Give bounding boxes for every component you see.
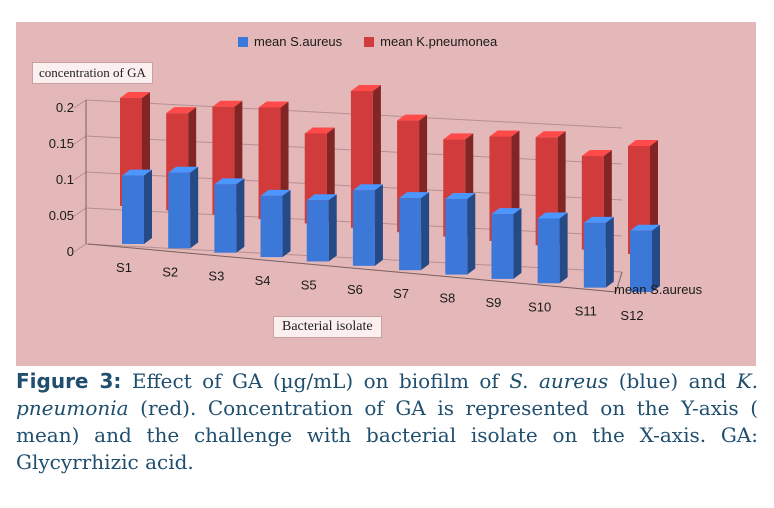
caption-text-1: Effect of GA (µg/mL) on biofilm of (121, 369, 510, 393)
bar-saureus-S9 (491, 208, 522, 215)
bar-saureus-S10 (537, 218, 560, 284)
depth-axis-label: mean S.aureus (614, 282, 703, 297)
bar-saureus-S10 (537, 212, 568, 219)
caption-species-saureus: S. aureus (509, 369, 609, 393)
bar-saureus-S5 (306, 194, 337, 201)
bar-saureus-S1 (122, 175, 144, 244)
x-tick-label: S5 (301, 277, 317, 292)
chart-panel: 0 0.05 0.1 0.15 0.2 S1 S2 S3 S4 S5 S6 S7 S8 S9 S10 S11 S… (16, 22, 756, 366)
bar-saureus-S12 (652, 224, 660, 292)
bar-kpneumonea-S6 (350, 85, 381, 92)
x-tick-label: S7 (393, 286, 409, 301)
x-tick-label: S6 (347, 282, 363, 297)
bar-saureus-S1 (144, 169, 152, 244)
bar-saureus-S9 (491, 214, 514, 279)
x-tick-label: S12 (620, 308, 643, 323)
bar-saureus-S6 (374, 184, 383, 266)
x-tick-label: S10 (528, 299, 551, 314)
figure-caption: Figure 3: Effect of GA (µg/mL) on biofil… (16, 368, 758, 476)
bar-saureus-S12 (630, 224, 660, 231)
legend-label-saureus: mean S.aureus (254, 34, 343, 49)
bar-saureus-S2 (168, 166, 199, 173)
bar-kpneumonea-S3 (212, 100, 243, 107)
y-axis-title: concentration of GA (32, 62, 153, 84)
legend-item-kpneumonea: mean K.pneumonea (364, 34, 497, 49)
bar-kpneumonea-S9 (489, 130, 520, 137)
bar-saureus-S3 (214, 184, 237, 253)
bar-kpneumonea-S4 (280, 101, 289, 220)
bar-saureus-S2 (190, 166, 199, 249)
y-tick-label: 0.15 (49, 136, 74, 151)
caption-species-kpneumonia: K. pneumonia (16, 369, 758, 420)
gridline-side (73, 171, 87, 181)
legend-label-kpneumonea: mean K.pneumonea (380, 34, 498, 49)
legend-item-saureus: mean S.aureus (238, 34, 342, 49)
y-tick-label: 0.2 (56, 100, 74, 115)
caption-text-3: (red). Concentration of GA is represente… (16, 396, 758, 474)
x-tick-label: S11 (575, 304, 597, 319)
depth-axis-line (615, 271, 623, 293)
chart-plot: 0 0.05 0.1 0.15 0.2 S1 S2 S3 S4 S5 S6 S7 S8 S9 S10 S11 S… (49, 85, 660, 323)
bar-saureus-S3 (214, 178, 245, 185)
bar-saureus-S7 (399, 198, 422, 271)
bar-kpneumonea-S10 (535, 131, 566, 138)
legend: mean S.aureus mean K.pneumonea (238, 34, 497, 49)
bar-kpneumonea-S1 (120, 92, 150, 98)
bar-saureus-S8 (467, 192, 476, 275)
bar-kpneumonea-S11 (581, 150, 612, 157)
x-tick-label: S9 (486, 295, 502, 310)
bar-saureus-S5 (306, 200, 329, 262)
gridline-side (73, 243, 87, 253)
legend-swatch-saureus (238, 36, 248, 47)
bar-saureus-S12 (630, 230, 652, 292)
bar-saureus-S11 (583, 222, 606, 288)
bar-saureus-S8 (445, 192, 476, 199)
x-tick-label: S1 (116, 260, 132, 275)
x-axis-title: Bacterial isolate (273, 316, 382, 338)
bar-saureus-S6 (352, 184, 383, 191)
x-tick-label: S2 (162, 264, 178, 279)
y-tick-label: 0.1 (56, 172, 74, 187)
bar-saureus-S2 (168, 172, 191, 249)
x-tick-label: S3 (208, 269, 224, 284)
bar-saureus-S10 (559, 212, 568, 284)
caption-text-2: (blue) and (608, 369, 737, 393)
bar-saureus-S11 (605, 216, 614, 288)
bar-saureus-S4 (282, 189, 291, 258)
bar-kpneumonea-S5 (304, 127, 335, 134)
caption-label: Figure 3: (16, 369, 122, 393)
bar-kpneumonea-S7 (397, 114, 428, 121)
x-tick-label: S4 (255, 273, 271, 288)
gridline-side (73, 207, 87, 217)
bar-kpneumonea-S2 (166, 107, 197, 114)
gridline-side (73, 99, 87, 109)
bar-saureus-S7 (399, 192, 430, 199)
bar-saureus-S5 (328, 194, 337, 262)
bar-saureus-S9 (513, 208, 522, 279)
bar-saureus-S1 (122, 169, 152, 176)
y-tick-label: 0.05 (49, 208, 74, 223)
bar-kpneumonea-S4 (258, 101, 289, 108)
legend-swatch-kpneumonea (364, 36, 375, 47)
bar-saureus-S4 (260, 189, 291, 196)
x-tick-label: S8 (439, 291, 455, 306)
bar-saureus-S4 (260, 195, 283, 258)
x-axis-line (87, 243, 617, 293)
bar-saureus-S8 (445, 198, 468, 275)
bar-saureus-S3 (236, 178, 245, 253)
bar-saureus-S6 (352, 190, 375, 266)
bar-saureus-S11 (583, 216, 614, 223)
gridline-side (73, 135, 87, 145)
bar-kpneumonea-S12 (628, 140, 658, 146)
bar-saureus-S7 (421, 192, 430, 271)
y-tick-label: 0 (67, 244, 74, 259)
bar-kpneumonea-S8 (443, 133, 474, 140)
